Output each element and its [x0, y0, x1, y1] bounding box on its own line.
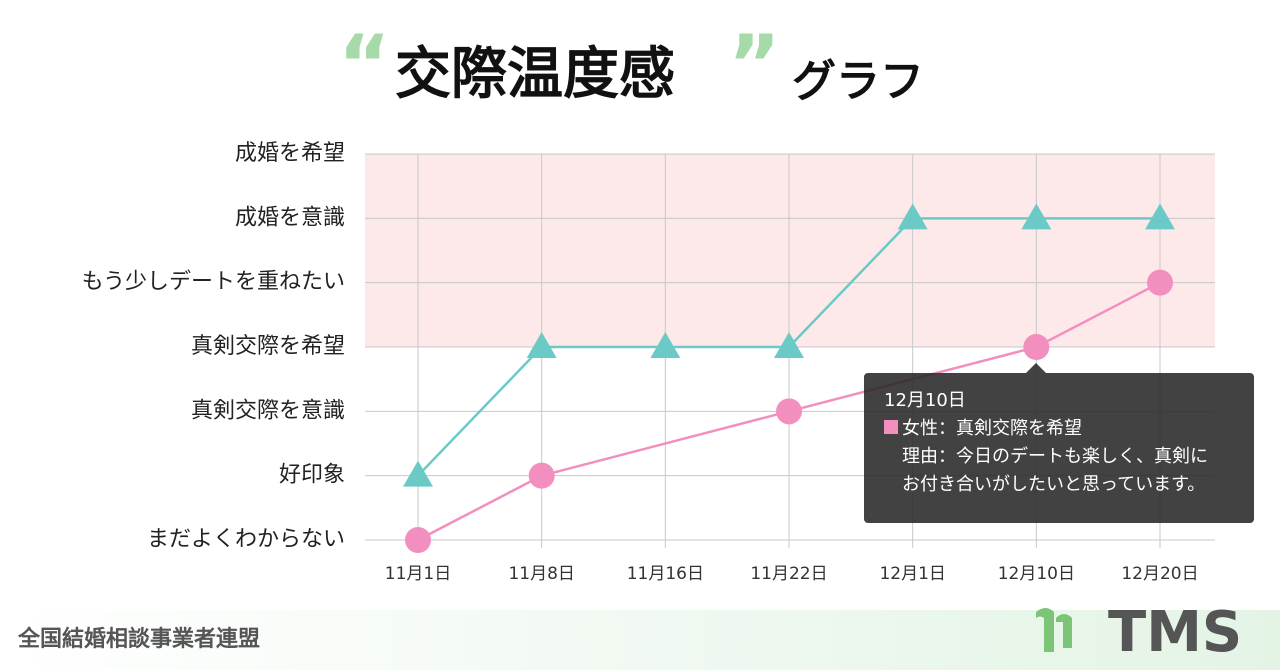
- marker: [1021, 203, 1052, 230]
- y-tick-label: 真剣交際を意識: [191, 398, 345, 423]
- y-tick-label: 成婚を希望: [235, 141, 345, 166]
- y-tick-label: 成婚を意識: [235, 205, 345, 230]
- x-tick-label: 11月16日: [627, 564, 704, 584]
- marker: [528, 462, 555, 489]
- tooltip: 12月10日 女性：真剣交際を希望 理由：今日のデートも楽しく、真剣に お付き合…: [864, 363, 1254, 523]
- marker: [774, 332, 804, 358]
- chart-title-suffix: グラフ: [792, 56, 924, 107]
- quote-close: ”: [728, 18, 781, 111]
- marker: [1023, 334, 1050, 360]
- y-tick-label: 真剣交際を希望: [191, 334, 345, 359]
- x-tick-label: 12月20日: [1121, 564, 1198, 584]
- tooltip-date: 12月10日: [884, 390, 966, 411]
- tooltip-line: 女性：真剣交際を希望: [884, 415, 1234, 443]
- shaded-band: [365, 154, 1215, 347]
- marker: [650, 332, 681, 358]
- marker: [1145, 203, 1175, 230]
- marker: [526, 332, 557, 358]
- x-tick-label: 11月8日: [508, 564, 574, 584]
- tooltip-text: 女性：真剣交際を希望: [902, 418, 1082, 439]
- legend-swatch: [884, 420, 898, 434]
- quote-open: “: [338, 18, 391, 111]
- y-tick-label: まだよくわからない: [147, 527, 345, 552]
- footer-text: 全国結婚相談事業者連盟: [17, 626, 260, 652]
- y-tick-label: 好印象: [279, 463, 345, 488]
- marker: [776, 398, 802, 425]
- marker: [405, 527, 431, 553]
- logo: TMS: [1108, 600, 1242, 665]
- marker: [403, 460, 433, 487]
- tooltip-text: 理由：今日のデートも楽しく、真剣に: [902, 446, 1208, 467]
- marker: [897, 203, 928, 230]
- x-tick-label: 12月10日: [998, 564, 1075, 584]
- marker: [1147, 269, 1173, 296]
- logo-icon: [1036, 608, 1072, 652]
- tooltip-text: お付き合いがしたいと思っています。: [902, 474, 1206, 495]
- y-tick-label: もう少しデートを重ねたい: [82, 270, 345, 295]
- x-tick-label: 11月1日: [385, 564, 451, 584]
- x-tick-label: 12月1日: [879, 564, 945, 584]
- chart-title: 交際温度感: [395, 42, 675, 107]
- x-tick-label: 11月22日: [750, 564, 827, 584]
